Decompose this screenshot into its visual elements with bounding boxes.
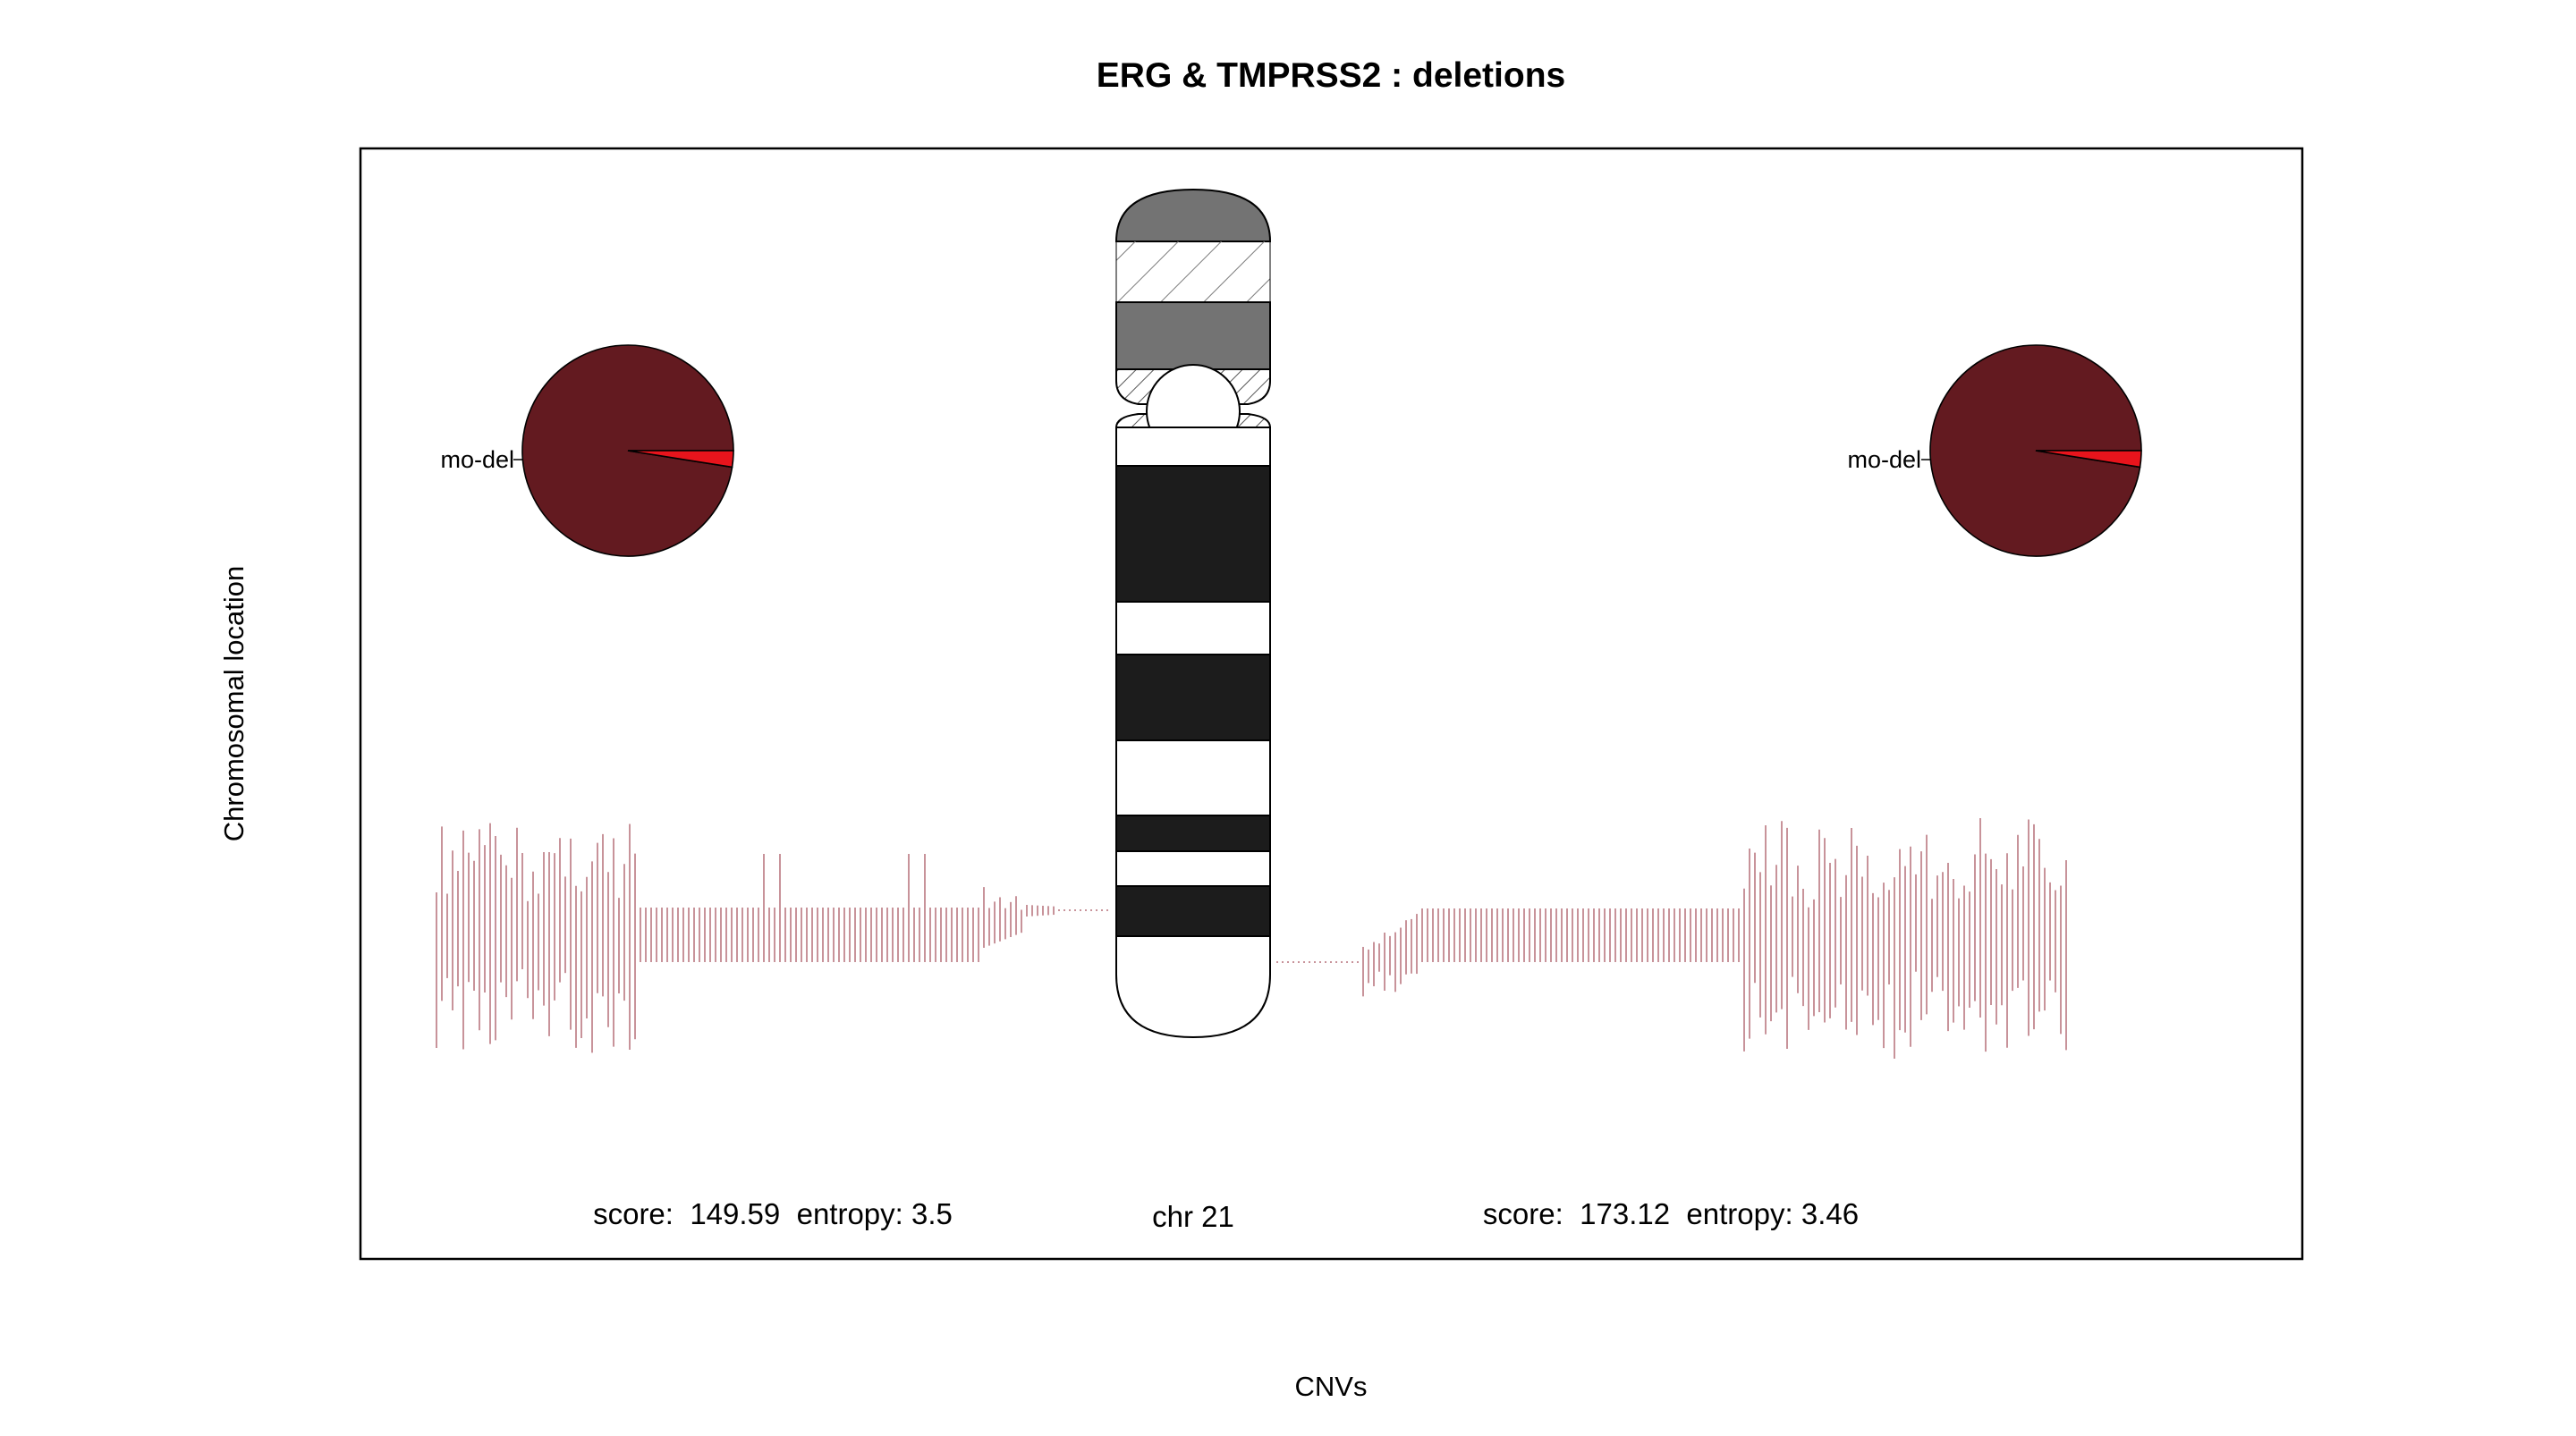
chromosome-ideogram xyxy=(1114,188,1272,1039)
q-band-4 xyxy=(1115,654,1271,741)
score-label-right: score: xyxy=(1483,1197,1563,1230)
entropy-label-right: entropy: xyxy=(1686,1197,1792,1230)
entropy-value-left: 3.5 xyxy=(911,1197,953,1230)
score-value-right: 173.12 xyxy=(1580,1197,1670,1230)
entropy-label-left: entropy: xyxy=(797,1197,903,1230)
p-arm-gray-band xyxy=(1115,301,1271,370)
entropy-value-right: 3.46 xyxy=(1801,1197,1859,1230)
p-arm-tip-band xyxy=(1114,188,1272,242)
q-band-2 xyxy=(1115,465,1271,603)
q-band-6 xyxy=(1115,815,1271,852)
score-label-left: score: xyxy=(593,1197,674,1230)
x-axis-label: CNVs xyxy=(1295,1371,1368,1402)
chart-title: ERG & TMPRSS2 : deletions xyxy=(1097,56,1565,95)
pie-slice-minor xyxy=(2035,450,2142,469)
pie-slice-minor xyxy=(627,450,734,469)
cnv-traces-right xyxy=(1276,818,2067,1060)
q-band-5 xyxy=(1115,739,1271,816)
pie-label-mo-del: mo-del xyxy=(1847,446,1921,473)
q-band-1 xyxy=(1115,427,1271,467)
score-info-left: score: 149.59 entropy: 3.5 xyxy=(593,1197,953,1230)
score-info-right: score: 173.12 entropy: 3.46 xyxy=(1483,1197,1859,1230)
stalk-band-hatched xyxy=(1116,241,1270,302)
chromosome-label: chr 21 xyxy=(1152,1200,1234,1233)
plot-frame xyxy=(359,147,2304,1261)
cnv-traces-left xyxy=(436,823,1108,1053)
pie-left: mo-del xyxy=(440,344,734,557)
pie-label-mo-del: mo-del xyxy=(440,446,514,473)
q-band-7 xyxy=(1115,850,1271,887)
y-axis-label: Chromosomal location xyxy=(218,566,250,841)
q-band-8 xyxy=(1115,885,1271,937)
score-value-left: 149.59 xyxy=(690,1197,780,1230)
q-band-3 xyxy=(1115,601,1271,655)
q-arm-tip-band xyxy=(1115,935,1271,1039)
pie-right: mo-del xyxy=(1847,344,2142,557)
